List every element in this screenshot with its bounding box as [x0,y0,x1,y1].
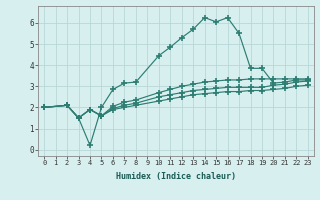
X-axis label: Humidex (Indice chaleur): Humidex (Indice chaleur) [116,172,236,181]
